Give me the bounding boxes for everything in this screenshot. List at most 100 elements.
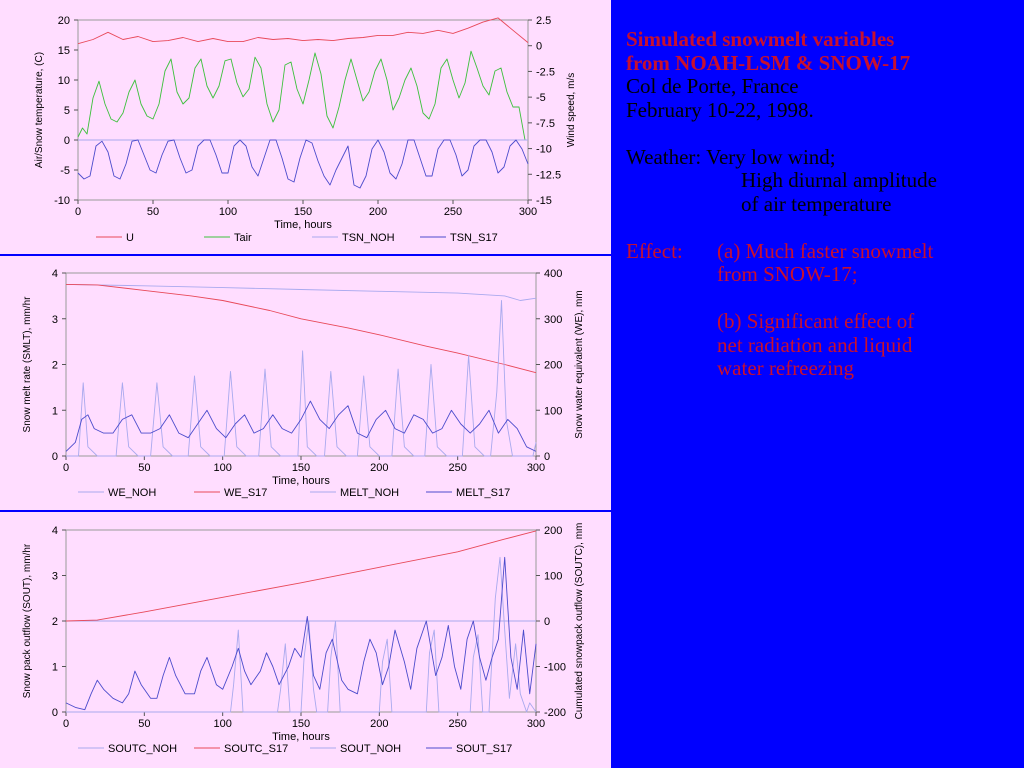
y-tick-label: 3 (52, 314, 58, 326)
x-tick-label: 100 (213, 462, 231, 474)
y2-tick-label: 0 (544, 616, 550, 628)
slide-title-line2: from NOAH-LSM & SNOW-17 (626, 50, 911, 75)
x-axis-label: Time, hours (274, 219, 332, 231)
series-line-we-noh (65, 283, 537, 301)
snowmelt-chart: 0 50 100 150 200 250 300012340100200300400Time… (22, 268, 585, 499)
x-tick-label: 250 (444, 206, 462, 218)
x-axis-label: Time, hours (272, 731, 330, 743)
y-tick-label: 15 (58, 45, 70, 57)
x-tick-label: 0 (63, 718, 69, 730)
effect-a-text1: (a) Much faster snowmelt (717, 238, 934, 263)
y2-tick-label: 300 (544, 314, 562, 326)
y-axis-label: Snow melt rate (SMLT), mm/hr (22, 296, 33, 433)
y2-tick-label: 200 (544, 360, 562, 372)
legend-label: SOUT_S17 (456, 743, 512, 755)
x-tick-label: 250 (448, 718, 466, 730)
y2-tick-label: 400 (544, 268, 562, 280)
y2-tick-label: 2.5 (536, 15, 551, 27)
legend-label: TSN_S17 (450, 232, 498, 244)
x-tick-label: 0 (63, 462, 69, 474)
y2-tick-label: -200 (544, 707, 566, 719)
y2-tick-label: -10 (536, 144, 552, 156)
y-tick-label: 1 (52, 662, 58, 674)
description-text: Simulated snowmelt variables from NOAH-L… (626, 27, 1018, 381)
effect-b-line1: (b) Significant effect of (717, 309, 915, 333)
x-tick-label: 100 (219, 206, 237, 218)
x-tick-label: 100 (213, 718, 231, 730)
y-tick-label: 0 (64, 135, 70, 147)
y2-tick-label: -5 (536, 92, 546, 104)
y-tick-label: 5 (64, 105, 70, 117)
weather-line3: of air temperature (741, 191, 892, 216)
series-line-tsn-s17 (77, 139, 529, 189)
x-tick-label: 200 (370, 462, 388, 474)
legend-label: MELT_S17 (456, 487, 510, 499)
x-tick-label: 50 (138, 718, 150, 730)
y-axis-label: Snow pack outflow (SOUT), mm/hr (22, 543, 33, 698)
series-line-u (77, 17, 529, 45)
x-tick-label: 300 (527, 462, 545, 474)
y-tick-label: -10 (54, 195, 70, 207)
y2-tick-label: 100 (544, 405, 562, 417)
y-tick-label: 4 (52, 268, 58, 280)
panel-divider (0, 254, 611, 256)
x-axis-label: Time, hours (272, 475, 330, 487)
y-axis-label: Air/Snow temperature, (C) (34, 52, 45, 168)
y-tick-label: 0 (52, 451, 58, 463)
effect-label: Effect: (626, 238, 683, 263)
legend-label: Tair (234, 232, 252, 244)
legend-label: TSN_NOH (342, 232, 395, 244)
y2-tick-label: -12.5 (536, 169, 561, 181)
y2-tick-label: -2.5 (536, 66, 555, 78)
y2-tick-label: -100 (544, 662, 566, 674)
chart-panel-temperature: 0 50 100 150 200 250 300 -10 -5 0 5 10 15 20 -15 -12.5 -… (0, 0, 611, 254)
x-tick-label: 250 (448, 462, 466, 474)
y2-axis-label: Cumulated snowpack outflow (SOUTC), mm (574, 523, 585, 720)
x-tick-label: 150 (294, 206, 312, 218)
y2-tick-label: 0 (536, 41, 542, 53)
y-tick-label: 1 (52, 405, 58, 417)
effect-a-line1: Effect: (a) Much faster snowmelt (626, 238, 1018, 264)
chart-panel-outflow: 0 50 100 150 200 250 300 0 1 2 3 4 -200 -100 0 100 200 Ti… (0, 512, 611, 768)
legend-label: U (126, 232, 134, 244)
y-tick-label: 20 (58, 15, 70, 27)
weather-label: Weather: Very low wind; (626, 144, 836, 169)
y-tick-label: 2 (52, 360, 58, 372)
temperature-wind-chart: 0 50 100 150 200 250 300 -10 -5 0 5 10 15 20 -15 -12.5 -… (34, 15, 577, 244)
y-tick-label: 10 (58, 75, 70, 87)
effect-b-line2: net radiation and liquid (717, 332, 913, 357)
slide-title-line1: Simulated snowmelt variables (626, 27, 895, 51)
series-line-melt-noh (66, 300, 537, 457)
y-tick-label: 2 (52, 616, 58, 628)
series-line-soutc-s17 (65, 530, 537, 622)
chart-panel-snowmelt: 0 50 100 150 200 250 300 0 1 2 3 4 0 100 200 300 400 Time… (0, 256, 611, 510)
location-text: Col de Porte, France (626, 74, 799, 98)
legend-label: SOUT_NOH (340, 743, 401, 755)
y-tick-label: 4 (52, 525, 58, 537)
legend-label: SOUTC_S17 (224, 743, 288, 755)
dates-text: February 10-22, 1998. (626, 97, 814, 122)
series-line-sout-s17 (65, 556, 537, 711)
legend-label: WE_NOH (108, 487, 156, 499)
x-tick-label: 150 (292, 462, 310, 474)
y2-tick-label: 0 (544, 451, 550, 463)
weather-line2: High diurnal amplitude (741, 168, 937, 192)
x-tick-label: 50 (147, 206, 159, 218)
y2-tick-label: -7.5 (536, 118, 555, 130)
legend-label: WE_S17 (224, 487, 267, 499)
y-tick-label: 3 (52, 571, 58, 583)
y2-tick-label: 200 (544, 525, 562, 537)
series-line-melt-s17 (65, 400, 537, 452)
y2-axis-label: Wind speed, m/s (566, 73, 577, 147)
series-line-sout-noh (66, 556, 537, 713)
x-tick-label: 200 (370, 718, 388, 730)
legend-label: MELT_NOH (340, 487, 399, 499)
outflow-chart: 0 50 100 150 200 250 300 0 1 2 3 4 -200 -100 0 100 200 Ti… (22, 523, 585, 755)
panel-divider (0, 510, 611, 512)
x-tick-label: 300 (519, 206, 537, 218)
y-tick-label: 0 (52, 707, 58, 719)
x-tick-label: 300 (527, 718, 545, 730)
y2-tick-label: 100 (544, 571, 562, 583)
legend-label: SOUTC_NOH (108, 743, 177, 755)
x-tick-label: 50 (138, 462, 150, 474)
